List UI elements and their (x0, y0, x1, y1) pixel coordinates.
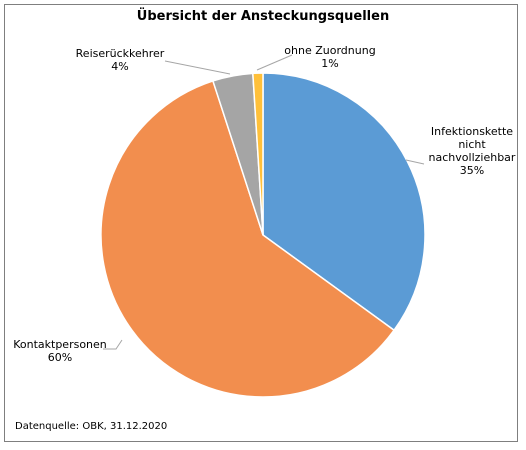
leader-line-1 (405, 159, 425, 165)
slice-label-1: nachvollziehbar (429, 151, 516, 164)
pie-slice-1 (262, 72, 426, 332)
slice-value-label-4: 1% (321, 57, 338, 70)
leader-line-2 (103, 339, 123, 350)
slice-label-4: ohne Zuordnung (284, 44, 375, 57)
leader-line-4 (256, 54, 293, 71)
slice-label-1: nicht (458, 138, 486, 151)
slice-value-label-2: 60% (48, 351, 72, 364)
slice-label-2: Kontaktpersonen (13, 338, 107, 351)
slice-value-label-3: 4% (111, 60, 128, 73)
slice-value-label-1: 35% (460, 164, 484, 177)
pie-slice-4 (252, 72, 264, 236)
data-source-note: Datenquelle: OBK, 31.12.2020 (15, 421, 168, 432)
pie-slice-2 (100, 79, 396, 398)
chart-title: Übersicht der Ansteckungsquellen (136, 9, 390, 24)
slice-label-3: Reiserückkehrer (76, 47, 165, 60)
slice-label-1: Infektionskette (431, 125, 513, 138)
leader-line-3 (164, 60, 231, 75)
